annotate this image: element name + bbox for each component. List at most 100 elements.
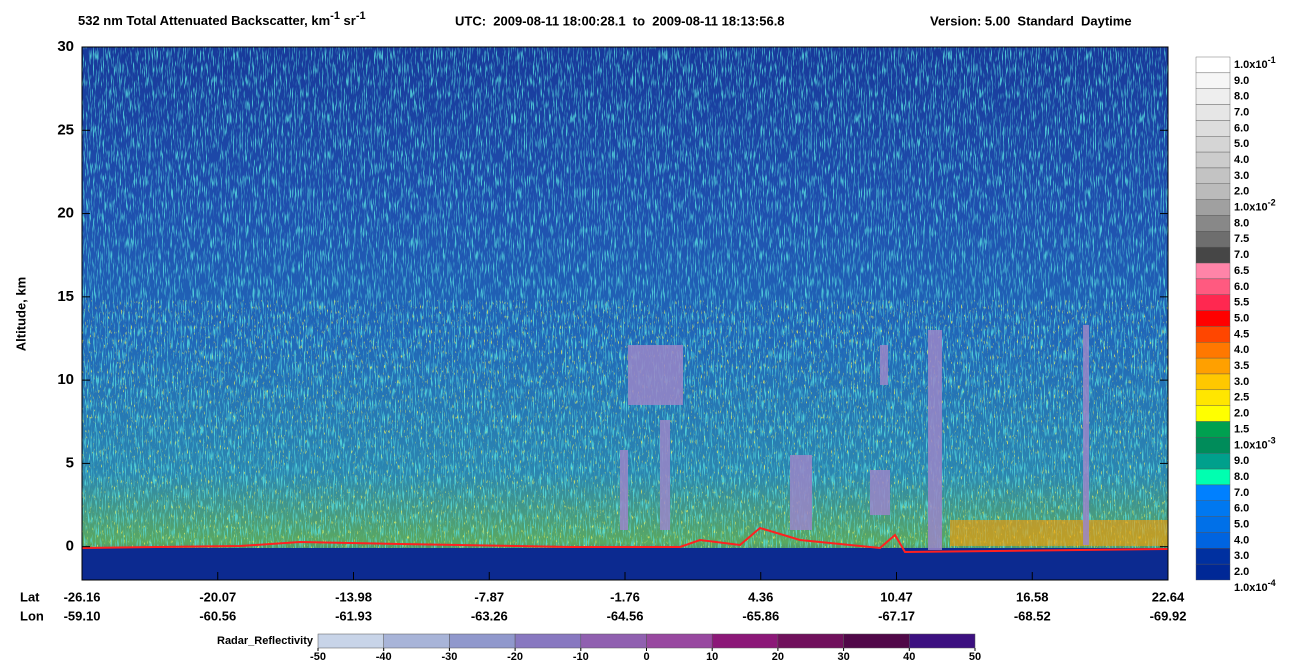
- y-tick-label: 20: [57, 205, 74, 222]
- colorbar-swatch: [1195, 516, 1231, 533]
- chart-title: 532 nm Total Attenuated Backscatter, km-…: [78, 10, 366, 29]
- colorbar-label: 4.5: [1234, 328, 1249, 340]
- colorbar-label-text: 1.0x10: [1234, 582, 1268, 594]
- colorbar-swatch: [1195, 326, 1231, 343]
- x-row-label: Lat: [20, 589, 40, 604]
- colorbar-label: 6.0: [1234, 503, 1249, 515]
- lon-label: -60.56: [199, 608, 236, 623]
- colorbar-swatch: [1195, 357, 1231, 375]
- colorbar-label-sup: -2: [1268, 198, 1276, 208]
- colorbar-swatch: [1195, 405, 1231, 422]
- colorbar-swatch: [1195, 500, 1231, 517]
- colorbar-swatch: [1195, 262, 1231, 280]
- colorbar-swatch: [1195, 342, 1231, 359]
- colorbar-swatch: [1195, 88, 1231, 105]
- x-row-label: Lon: [20, 608, 44, 623]
- lon-label: -67.17: [878, 608, 915, 623]
- radar-tick-label: 0: [643, 651, 649, 663]
- radar-swatch: [449, 633, 516, 649]
- title-sup: -1: [330, 10, 340, 22]
- lon-label: -61.93: [335, 608, 372, 623]
- colorbar-swatch: [1195, 56, 1231, 74]
- colorbar-label: 3.0: [1234, 170, 1249, 182]
- radar-tick-label: -50: [310, 651, 326, 663]
- colorbar-swatch: [1195, 421, 1231, 438]
- lat-label: -1.76: [610, 589, 640, 604]
- colorbar-label-sup: -4: [1268, 578, 1276, 588]
- colorbar-label: 1.0x10-2: [1234, 198, 1276, 214]
- radar-label: Radar_Reflectivity: [217, 635, 314, 647]
- colorbar-swatch: [1195, 548, 1231, 565]
- colorbar-swatch: [1195, 167, 1231, 184]
- colorbar-label: 7.5: [1234, 233, 1249, 245]
- radar-tick-label: 40: [903, 651, 915, 663]
- colorbar-label-sup: -1: [1268, 55, 1276, 65]
- radar-swatch: [383, 633, 450, 649]
- radar-swatch: [843, 633, 910, 649]
- colorbar-label: 4.0: [1234, 344, 1249, 356]
- radar-swatch: [580, 633, 647, 649]
- colorbar-label: 1.0x10-1: [1234, 55, 1276, 71]
- colorbar-label: 5.5: [1234, 297, 1249, 309]
- lon-label: -69.92: [1150, 608, 1187, 623]
- colorbar-swatch: [1195, 215, 1231, 232]
- colorbar-label: 4.0: [1234, 154, 1249, 166]
- radar-tick-label: 50: [969, 651, 981, 663]
- colorbar-label-sup: -3: [1268, 436, 1276, 446]
- lat-label: -13.98: [335, 589, 372, 604]
- colorbar-swatch: [1195, 278, 1231, 295]
- colorbar-swatch: [1195, 136, 1231, 153]
- radar-tick-label: -20: [507, 651, 523, 663]
- radar-tick-label: -10: [573, 651, 589, 663]
- colorbar-label: 9.0: [1234, 455, 1249, 467]
- colorbar-swatch: [1195, 437, 1231, 454]
- colorbar-swatch: [1195, 199, 1231, 216]
- colorbar-label: 5.0: [1234, 312, 1249, 324]
- colorbar-swatch: [1195, 532, 1231, 549]
- colorbar-swatch: [1195, 72, 1231, 89]
- colorbar-label: 7.0: [1234, 106, 1249, 118]
- radar-tick-label: -40: [376, 651, 392, 663]
- colorbar-label-text: 1.0x10: [1234, 59, 1268, 71]
- plot-background: [81, 47, 1169, 580]
- colorbar-label: 7.0: [1234, 249, 1249, 261]
- radar-swatch: [777, 633, 844, 649]
- radar-swatch: [646, 633, 713, 649]
- lat-label: -7.87: [474, 589, 504, 604]
- version: Version: 5.00 Standard Daytime: [930, 13, 1132, 28]
- lat-label: -26.16: [64, 589, 101, 604]
- colorbar-label: 3.0: [1234, 376, 1249, 388]
- y-tick-label: 25: [57, 121, 74, 138]
- colorbar-swatch: [1195, 104, 1231, 121]
- y-tick-label: 10: [57, 371, 74, 388]
- colorbar-label: 7.0: [1234, 487, 1249, 499]
- colorbar-swatch: [1195, 468, 1231, 486]
- colorbar-label: 3.0: [1234, 550, 1249, 562]
- lon-label: -68.52: [1014, 608, 1051, 623]
- lat-label: -20.07: [199, 589, 236, 604]
- colorbar-swatch: [1195, 151, 1231, 169]
- colorbar-label: 8.0: [1234, 471, 1249, 483]
- colorbar-swatch: [1195, 563, 1231, 581]
- colorbar-swatch: [1195, 183, 1231, 200]
- lat-label: 4.36: [748, 589, 773, 604]
- radar-swatch: [317, 633, 384, 649]
- title-text: sr: [340, 13, 356, 28]
- lon-label: -64.56: [607, 608, 644, 623]
- colorbar-label: 2.0: [1234, 186, 1249, 198]
- colorbar-label: 4.0: [1234, 534, 1249, 546]
- colorbar-swatch: [1195, 484, 1231, 501]
- colorbar-label: 2.0: [1234, 566, 1249, 578]
- colorbar-swatch: [1195, 231, 1231, 248]
- colorbar-swatch: [1195, 246, 1231, 264]
- radar-swatch: [909, 633, 976, 649]
- colorbar-label: 1.5: [1234, 423, 1249, 435]
- colorbar-label: 8.0: [1234, 91, 1249, 103]
- y-tick-label: 5: [66, 454, 74, 471]
- y-tick-label: 15: [57, 288, 74, 305]
- colorbar-label: 6.5: [1234, 265, 1249, 277]
- colorbar-label: 2.5: [1234, 392, 1249, 404]
- colorbar-swatch: [1195, 294, 1231, 311]
- radar-tick-label: -30: [441, 651, 457, 663]
- radar-swatch: [711, 633, 779, 649]
